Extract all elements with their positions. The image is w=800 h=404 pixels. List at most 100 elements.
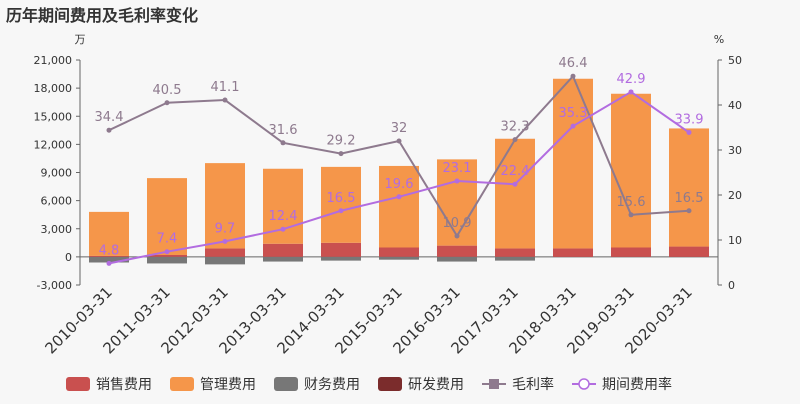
right-tick-label: 10 xyxy=(728,234,742,247)
line-point xyxy=(454,233,460,239)
bar-1 xyxy=(321,242,361,257)
legend-label: 研发费用 xyxy=(408,377,464,393)
legend-label: 毛利率 xyxy=(512,376,554,393)
legend-label: 销售费用 xyxy=(96,377,152,393)
bar-3 xyxy=(495,256,535,261)
data-label: 23.1 xyxy=(443,161,472,176)
left-axis-unit: 万 xyxy=(75,33,86,46)
legend-label: 管理费用 xyxy=(200,377,256,393)
line-point xyxy=(106,260,112,266)
line-point xyxy=(164,249,170,255)
line-point xyxy=(396,194,402,200)
bar-3 xyxy=(321,256,361,261)
line-point xyxy=(570,73,576,79)
left-tick-label: 21,000 xyxy=(34,54,73,67)
bar-3 xyxy=(205,256,245,265)
bar-1 xyxy=(553,248,593,257)
data-label: 41.1 xyxy=(211,80,240,95)
line-point xyxy=(454,178,460,184)
bar-1 xyxy=(263,243,303,257)
bar-3 xyxy=(437,256,477,262)
data-label: 35.3 xyxy=(559,106,588,121)
bar-1 xyxy=(611,247,651,257)
bar-1 xyxy=(379,247,419,257)
left-tick-label: 12,000 xyxy=(34,138,73,151)
bar-2 xyxy=(437,159,477,246)
bar-3 xyxy=(89,256,129,263)
bar-2 xyxy=(495,138,535,249)
bar-3 xyxy=(379,256,419,260)
data-label: 34.4 xyxy=(95,110,124,125)
chart-title: 历年期间费用及毛利率变化 xyxy=(6,6,199,25)
legend-swatch xyxy=(66,377,90,391)
legend-marker xyxy=(489,379,499,389)
line-point xyxy=(222,238,228,244)
legend-swatch xyxy=(274,377,298,391)
left-tick-label: 3,000 xyxy=(41,223,73,236)
line-point xyxy=(338,151,344,157)
line-point xyxy=(512,181,518,187)
data-label: 46.4 xyxy=(559,56,588,71)
line-point xyxy=(686,129,692,135)
line-point xyxy=(164,100,170,106)
left-tick-label: 15,000 xyxy=(34,110,73,123)
data-label: 16.5 xyxy=(327,191,356,206)
bar-1 xyxy=(205,248,245,257)
data-label: 19.6 xyxy=(385,177,414,192)
bar-2 xyxy=(611,93,651,248)
bar-2 xyxy=(379,165,419,248)
line-point xyxy=(570,123,576,129)
bar-2 xyxy=(321,166,361,243)
bar-3 xyxy=(263,256,303,262)
data-label: 16.5 xyxy=(675,191,704,206)
left-tick-label: -3,000 xyxy=(37,279,72,292)
line-point xyxy=(628,89,634,95)
legend-marker xyxy=(578,378,590,390)
data-label: 32.3 xyxy=(501,120,530,135)
right-axis-unit: % xyxy=(714,33,724,46)
line-point xyxy=(686,208,692,214)
bar-1 xyxy=(495,248,535,257)
data-label: 9.7 xyxy=(215,221,236,236)
data-label: 7.4 xyxy=(157,232,178,247)
line-point xyxy=(338,208,344,214)
line-point xyxy=(280,226,286,232)
right-tick-label: 30 xyxy=(728,144,742,157)
data-label: 22.4 xyxy=(501,164,530,179)
data-label: 32 xyxy=(391,121,408,136)
line-point xyxy=(280,140,286,146)
data-label: 12.4 xyxy=(269,209,298,224)
data-label: 10.9 xyxy=(443,216,472,231)
left-tick-label: 6,000 xyxy=(41,195,73,208)
bar-1 xyxy=(147,255,187,257)
right-tick-label: 20 xyxy=(728,189,742,202)
data-label: 42.9 xyxy=(617,72,646,87)
data-label: 33.9 xyxy=(675,112,704,127)
legend-swatch xyxy=(378,377,402,391)
legend-label: 期间费用率 xyxy=(602,376,672,393)
bar-2 xyxy=(669,128,709,247)
bar-2 xyxy=(553,78,593,249)
bar-2 xyxy=(89,211,129,256)
left-tick-label: 18,000 xyxy=(34,82,73,95)
data-label: 4.8 xyxy=(99,243,120,258)
data-label: 31.6 xyxy=(269,123,298,138)
line-point xyxy=(222,97,228,103)
line-point xyxy=(628,212,634,218)
bar-1 xyxy=(437,245,477,257)
right-tick-label: 40 xyxy=(728,99,742,112)
left-tick-label: 0 xyxy=(65,251,72,264)
bar-1 xyxy=(89,255,129,257)
right-tick-label: 50 xyxy=(728,54,742,67)
line-point xyxy=(396,138,402,144)
bar-3 xyxy=(147,256,187,264)
legend-swatch xyxy=(170,377,194,391)
legend-label: 财务费用 xyxy=(304,377,360,393)
data-label: 29.2 xyxy=(327,134,356,149)
line-point xyxy=(512,137,518,143)
left-tick-label: 9,000 xyxy=(41,167,73,180)
bar-1 xyxy=(669,246,709,257)
line-point xyxy=(106,127,112,133)
